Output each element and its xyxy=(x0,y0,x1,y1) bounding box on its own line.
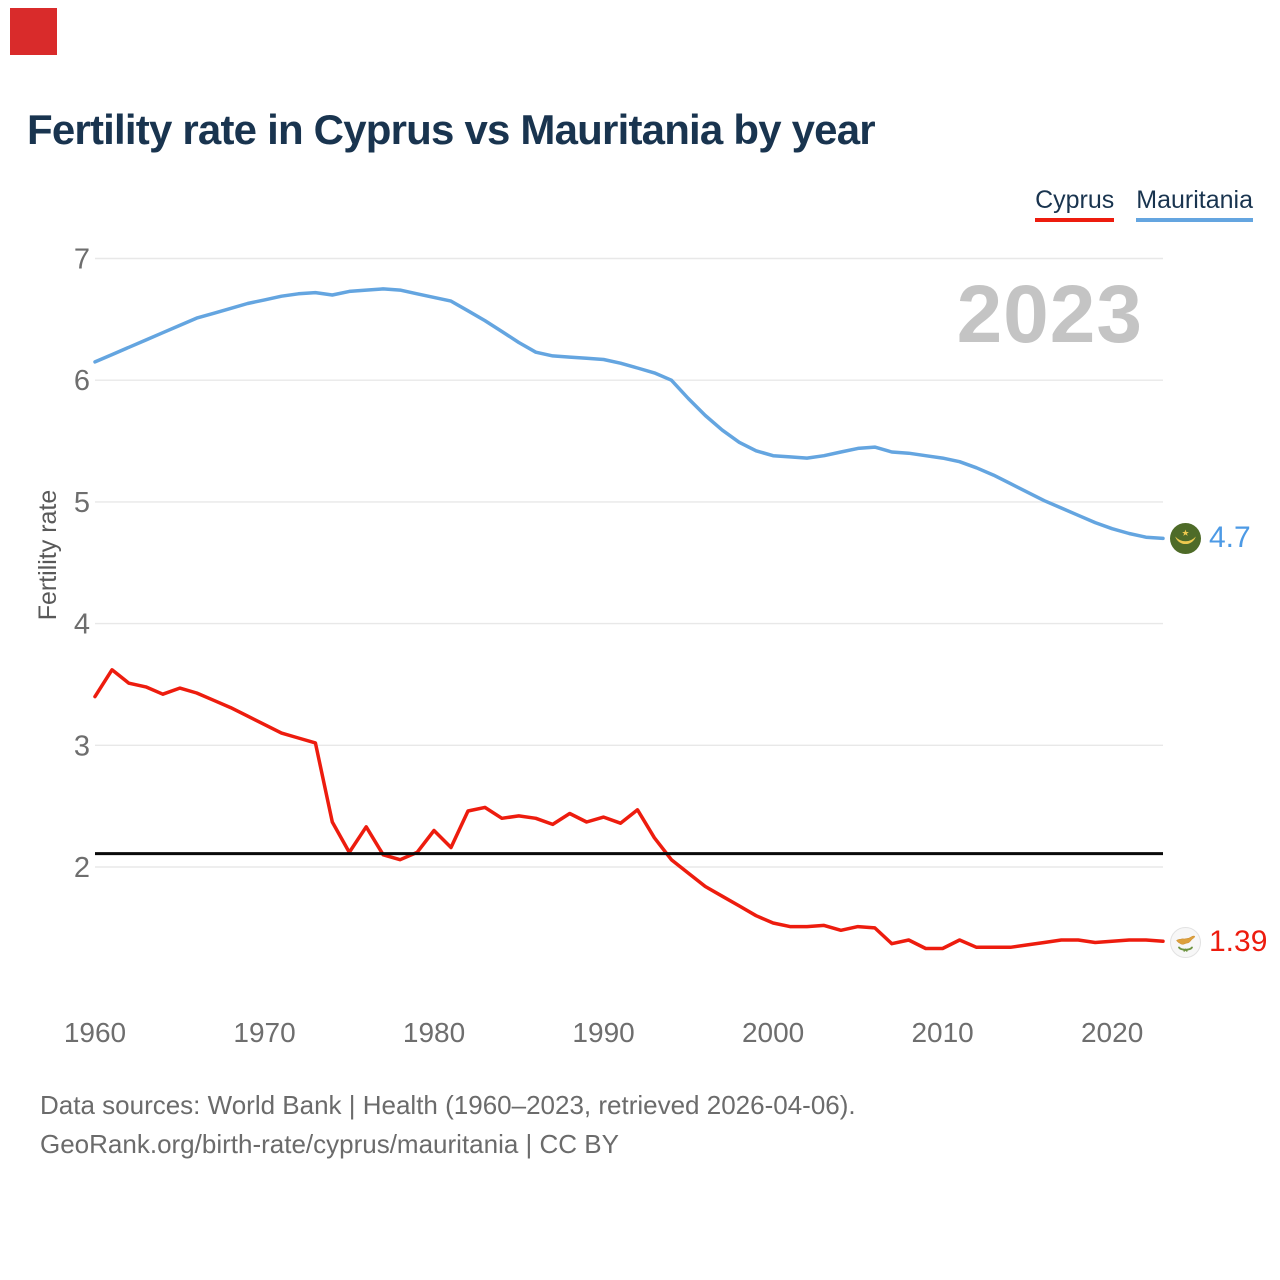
y-tick-label-4: 4 xyxy=(74,609,90,641)
mauritania-flag-icon xyxy=(1170,522,1201,554)
mauritania-line xyxy=(93,287,1165,541)
legend: Cyprus Mauritania xyxy=(1035,186,1253,222)
x-tick-label-1960: 1960 xyxy=(64,1017,126,1048)
x-tick-label-1980: 1980 xyxy=(403,1017,465,1048)
legend-item-cyprus[interactable]: Cyprus xyxy=(1035,186,1115,222)
y-axis-title: Fertility rate xyxy=(34,489,62,621)
cyprus-line xyxy=(93,668,1165,951)
footer: Data sources: World Bank | Health (1960–… xyxy=(40,1086,856,1164)
cyprus-flag-icon xyxy=(1170,926,1201,958)
end-label-mauritania: 4.7 xyxy=(1170,521,1251,555)
y-tick-label-5: 5 xyxy=(74,487,90,519)
legend-item-mauritania[interactable]: Mauritania xyxy=(1136,186,1253,222)
footer-source-line: Data sources: World Bank | Health (1960–… xyxy=(40,1090,856,1120)
x-tick-label-2010: 2010 xyxy=(911,1017,973,1048)
x-tick-label-2020: 2020 xyxy=(1081,1017,1143,1048)
page-title: Fertility rate in Cyprus vs Mauritania b… xyxy=(27,106,876,153)
legend-label-cyprus: Cyprus xyxy=(1035,186,1115,222)
x-tick-label-1990: 1990 xyxy=(572,1017,634,1048)
footer-attribution-line: GeoRank.org/birth-rate/cyprus/mauritania… xyxy=(40,1129,619,1159)
legend-label-mauritania: Mauritania xyxy=(1136,186,1253,222)
year-watermark: 2023 xyxy=(956,269,1143,360)
x-tick-label-1970: 1970 xyxy=(233,1017,295,1048)
end-value-mauritania: 4.7 xyxy=(1209,521,1251,554)
x-tick-label-2000: 2000 xyxy=(742,1017,804,1048)
y-tick-label-7: 7 xyxy=(74,244,90,276)
end-value-cyprus: 1.39 xyxy=(1209,925,1268,958)
y-tick-label-2: 2 xyxy=(74,852,90,884)
end-label-cyprus: 1.39 xyxy=(1170,925,1267,959)
corner-marker xyxy=(10,8,57,55)
y-tick-label-6: 6 xyxy=(74,365,90,397)
y-tick-label-3: 3 xyxy=(74,730,90,762)
